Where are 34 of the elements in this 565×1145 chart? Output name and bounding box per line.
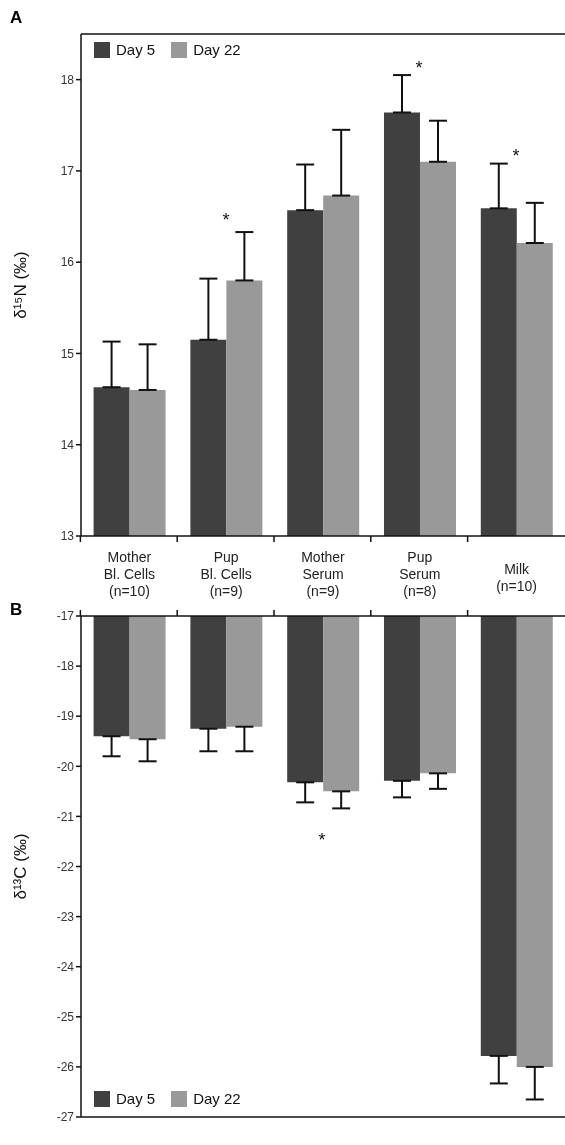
y-tick-label: 18 [60,72,75,87]
y-tick-label: -26 [56,1060,75,1075]
y-tick-label: -17 [56,609,75,624]
legend-label: Day 5 [116,41,156,58]
y-tick-label: 13 [60,529,75,544]
legend-label: Day 5 [116,1090,156,1107]
y-axis-title: δ¹⁵N (‰) [11,251,31,319]
y-tick-label: 17 [60,164,75,179]
x-tick-label: Mother Bl. Cells (n=10) [103,549,156,599]
x-tick-label: Pup Bl. Cells (n=9) [200,549,252,599]
y-tick-label: -27 [56,1110,75,1125]
y-tick-label: 16 [60,255,75,270]
annotation: * [222,210,230,230]
legend-label: Day 22 [193,41,241,58]
x-tick-label: Milk (n=10) [496,561,538,594]
annotation: * [415,58,423,78]
annotation: * [318,830,326,850]
y-tick-label: -23 [56,909,75,924]
chart-title: B [10,600,23,620]
y-tick-label: -24 [56,959,75,974]
y-tick-label: -22 [56,859,75,874]
y-tick-label: -21 [56,809,75,824]
y-tick-label: 15 [60,346,75,361]
y-tick-label: 14 [60,437,75,452]
y-tick-label: -20 [56,759,75,774]
y-tick-label: -19 [56,709,75,724]
chart-title: A [10,8,23,28]
y-tick-label: -18 [56,659,75,674]
x-tick-label: Mother Serum (n=9) [301,549,346,599]
x-tick-label: Pup Serum (n=8) [399,549,441,599]
y-tick-label: -25 [56,1010,75,1025]
legend-label: Day 22 [193,1090,241,1107]
annotation: * [512,146,520,166]
y-axis-title: δ¹³C (‰) [11,833,31,900]
